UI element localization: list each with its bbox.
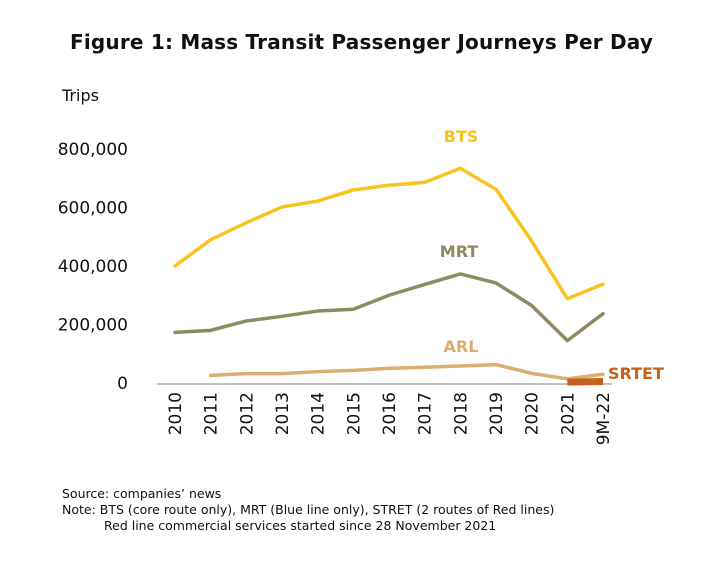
note-text: Note: BTS (core route only), MRT (Blue l…	[62, 502, 555, 517]
y-tick-label: 400,000	[58, 257, 128, 277]
series-line-srtet	[567, 378, 604, 386]
x-tick-label: 9M-22	[594, 392, 614, 445]
x-tick-label: 2011	[202, 392, 222, 435]
source-note: Source: companies’ news	[62, 486, 222, 501]
x-tick-label: 2020	[523, 392, 543, 435]
series-label-srtet: SRTET	[608, 364, 664, 383]
x-tick-label: 2017	[416, 392, 436, 435]
series-line-mrt	[173, 272, 605, 343]
y-tick-label: 200,000	[58, 316, 128, 336]
x-tick-label: 2013	[273, 392, 293, 435]
series-label-mrt: MRT	[440, 242, 479, 261]
x-tick-label: 2016	[380, 392, 400, 435]
x-tick-label: 2014	[309, 392, 329, 435]
x-tick-label: 2018	[451, 392, 471, 435]
y-tick-label: 800,000	[58, 140, 128, 160]
series-line-arl	[208, 362, 605, 381]
y-axis-unit-label: Trips	[62, 86, 99, 105]
chart-title: Figure 1: Mass Transit Passenger Journey…	[70, 30, 654, 54]
x-axis-ticks: 2010 2011 2012 2013 2014 2015 2016 2017 2018 2019…	[166, 392, 614, 445]
series-label-arl: ARL	[444, 337, 479, 356]
y-tick-label: 600,000	[58, 199, 128, 219]
x-tick-label: 2010	[166, 392, 186, 435]
y-axis-ticks: 0 200,000 400,000 600,000 800,000	[58, 140, 128, 394]
note-text-continued: Red line commercial services started sin…	[104, 518, 497, 533]
series-label-bts: BTS	[444, 127, 479, 146]
x-tick-label: 2015	[344, 392, 364, 435]
chart-notes: Source: companies’ news Note: BTS (core …	[62, 486, 554, 534]
x-tick-label: 2012	[237, 392, 257, 435]
x-tick-label: 2019	[487, 392, 507, 435]
series-lines	[173, 166, 605, 386]
series-line-bts	[173, 166, 605, 301]
series-labels: BTS MRT ARL SRTET	[440, 127, 664, 383]
y-tick-label: 0	[117, 374, 128, 394]
x-tick-label: 2021	[558, 392, 578, 435]
